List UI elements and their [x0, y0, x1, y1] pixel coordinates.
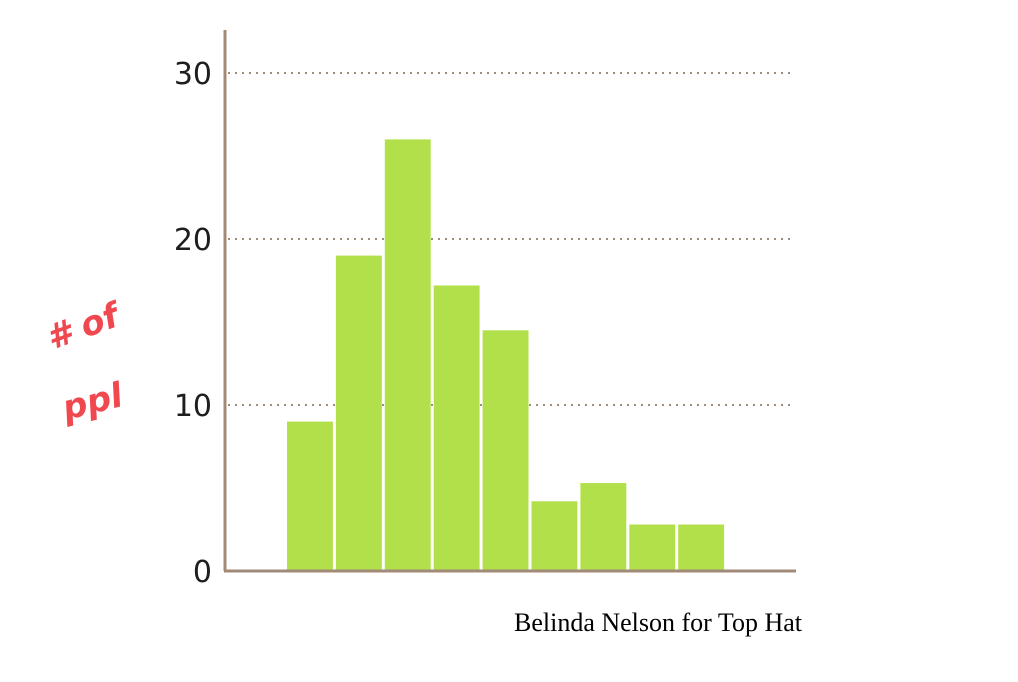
- bar: [531, 501, 578, 571]
- y-tick-label: 20: [174, 223, 212, 258]
- bar: [629, 524, 676, 571]
- bar: [580, 483, 627, 571]
- bar: [482, 330, 529, 571]
- axes: [223, 30, 796, 573]
- y-tick-label: 10: [174, 389, 212, 424]
- credit-text: Belinda Nelson for Top Hat: [514, 608, 802, 637]
- bar: [678, 524, 725, 571]
- y-tick-label: 0: [193, 555, 212, 590]
- bar: [433, 285, 480, 571]
- bar: [287, 421, 333, 571]
- handwritten-label-line1: # of: [41, 294, 128, 358]
- bar: [335, 255, 382, 571]
- bar: [384, 139, 431, 571]
- bars: [287, 139, 725, 571]
- handwritten-label-line2: ppl: [58, 375, 128, 429]
- y-tick-label: 30: [174, 57, 212, 92]
- y-tick-labels: 0 10 20 30: [174, 57, 212, 590]
- handwritten-y-label: # of ppl: [41, 294, 128, 429]
